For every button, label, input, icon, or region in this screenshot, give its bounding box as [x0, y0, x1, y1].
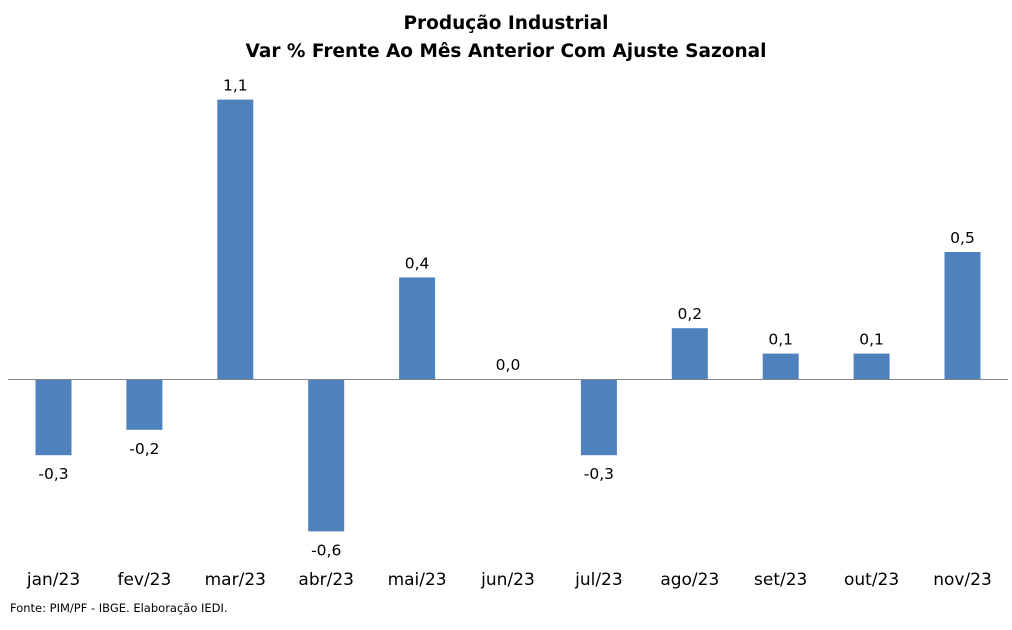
category-label-set-23: set/23	[754, 570, 807, 590]
data-label-abr-23: -0,6	[311, 541, 341, 559]
data-label-nov-23: 0,5	[950, 229, 975, 247]
data-label-out-23: 0,1	[859, 331, 884, 349]
category-label-ago-23: ago/23	[660, 570, 719, 590]
category-label-jun-23: jun/23	[480, 570, 535, 590]
category-label-mai-23: mai/23	[388, 570, 447, 590]
data-label-fev-23: -0,2	[129, 440, 159, 458]
source-note: Fonte: PIM/PF - IBGE. Elaboração IEDI.	[10, 601, 228, 615]
data-label-mar-23: 1,1	[223, 77, 248, 95]
category-label-abr-23: abr/23	[298, 570, 354, 590]
bar-jan-23	[35, 379, 72, 456]
category-labels-layer: jan/23 fev/23 mar/23 abr/23 mai/23 jun/23 jul/…	[26, 570, 992, 590]
chart-title-block: Produção Industrial Var % Frente Ao Mês …	[0, 10, 1012, 66]
category-label-out-23: out/23	[844, 570, 899, 590]
category-label-jan-23: jan/23	[26, 570, 80, 590]
data-label-set-23: 0,1	[768, 331, 793, 349]
category-label-nov-23: nov/23	[933, 570, 992, 590]
data-label-jun-23: 0,0	[496, 356, 521, 374]
data-label-jan-23: -0,3	[38, 465, 68, 483]
data-labels-layer: -0,3 -0,2 1,1 -0,6 0,4 0,0 -0,3 0,2 0,1 0,1 0,5	[38, 77, 974, 560]
bars-layer	[35, 99, 981, 532]
data-label-ago-23: 0,2	[677, 305, 702, 323]
bar-mar-23	[217, 99, 254, 379]
bar-mai-23	[399, 277, 436, 379]
bar-ago-23	[671, 328, 708, 379]
bar-set-23	[762, 353, 799, 379]
chart-subtitle: Var % Frente Ao Mês Anterior Com Ajuste …	[245, 41, 767, 62]
category-label-jul-23: jul/23	[574, 570, 623, 590]
data-label-mai-23: 0,4	[405, 254, 430, 272]
bar-out-23	[853, 353, 890, 379]
chart-title: Produção Industrial	[403, 13, 609, 34]
bar-nov-23	[944, 252, 981, 379]
category-label-mar-23: mar/23	[205, 570, 266, 590]
data-label-jul-23: -0,3	[584, 465, 614, 483]
bar-abr-23	[308, 379, 345, 532]
bar-fev-23	[126, 379, 163, 430]
bar-jul-23	[580, 379, 617, 456]
category-label-fev-23: fev/23	[117, 570, 171, 590]
